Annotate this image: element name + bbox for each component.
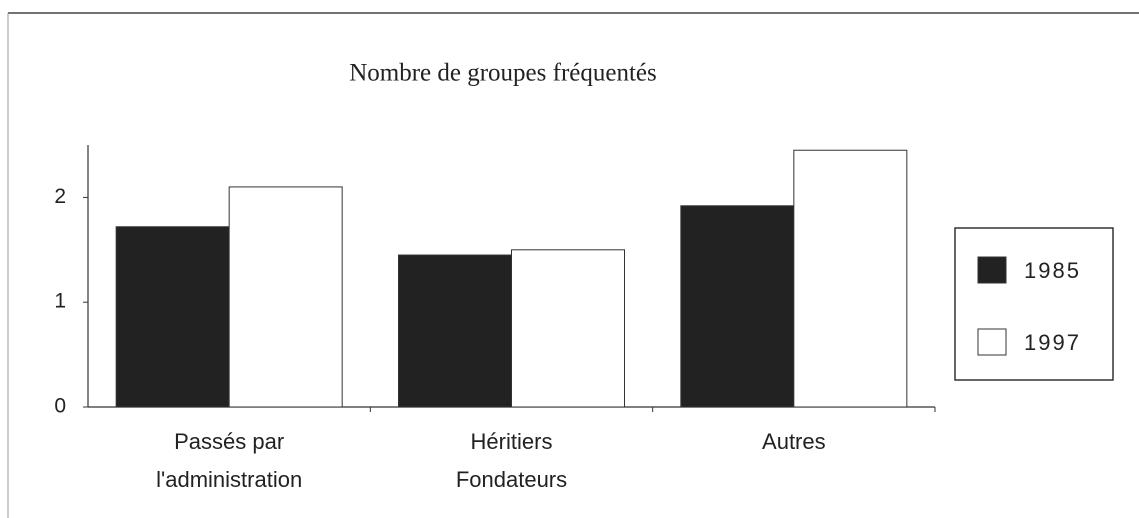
- y-tick-label: 2: [54, 185, 66, 208]
- bar: [398, 254, 512, 408]
- legend-box: [954, 227, 1114, 381]
- legend-label: 1997: [1024, 330, 1081, 355]
- x-tick-label: Passés par: [174, 429, 284, 454]
- legend-swatch: [977, 256, 1007, 284]
- x-tick-label: l'administration: [156, 467, 302, 492]
- bar: [511, 249, 625, 408]
- bar: [115, 226, 230, 408]
- legend-swatch: [977, 328, 1007, 356]
- bar: [793, 149, 908, 408]
- y-tick-label: 1: [54, 290, 66, 313]
- chart-title: Nombre de groupes fréquentés: [349, 60, 657, 87]
- bar: [680, 205, 795, 408]
- bar: [228, 186, 343, 408]
- legend-label: 1985: [1024, 258, 1081, 283]
- x-tick-label: Autres: [762, 429, 826, 454]
- x-tick-label: Héritiers: [471, 429, 553, 454]
- y-tick-label: 0: [54, 395, 66, 418]
- x-tick-label: Fondateurs: [456, 467, 567, 492]
